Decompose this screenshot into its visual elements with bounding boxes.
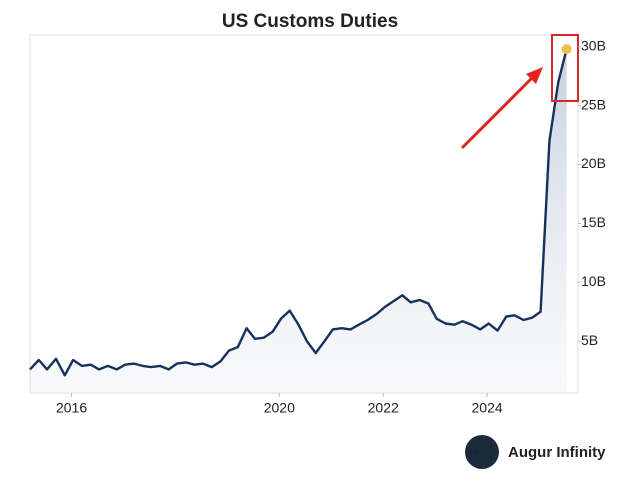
y-tick-label: 15B	[581, 214, 606, 230]
y-tick-label: 30B	[581, 37, 606, 53]
x-tick-label: 2016	[56, 400, 87, 416]
x-tick-label: 2024	[472, 400, 503, 416]
logo	[465, 435, 499, 469]
plot-area	[29, 44, 572, 393]
arrow-shaft	[460, 76, 534, 150]
logo-glyph: ∞	[469, 443, 478, 458]
y-tick-label: 25B	[581, 96, 606, 112]
chart-title: US Customs Duties	[222, 11, 398, 32]
y-tick-label: 20B	[581, 155, 606, 171]
area	[30, 49, 567, 393]
last-point	[561, 44, 572, 55]
line	[29, 48, 568, 377]
x-tick-label: 2022	[368, 400, 399, 416]
watermark: Augur Infinity	[508, 444, 606, 461]
y-tick-label: 10B	[581, 273, 606, 289]
y-tick-label: 5B	[581, 332, 598, 348]
x-tick-label: 2020	[264, 400, 295, 416]
highlight-box	[551, 34, 579, 102]
arrow-head	[526, 67, 543, 84]
